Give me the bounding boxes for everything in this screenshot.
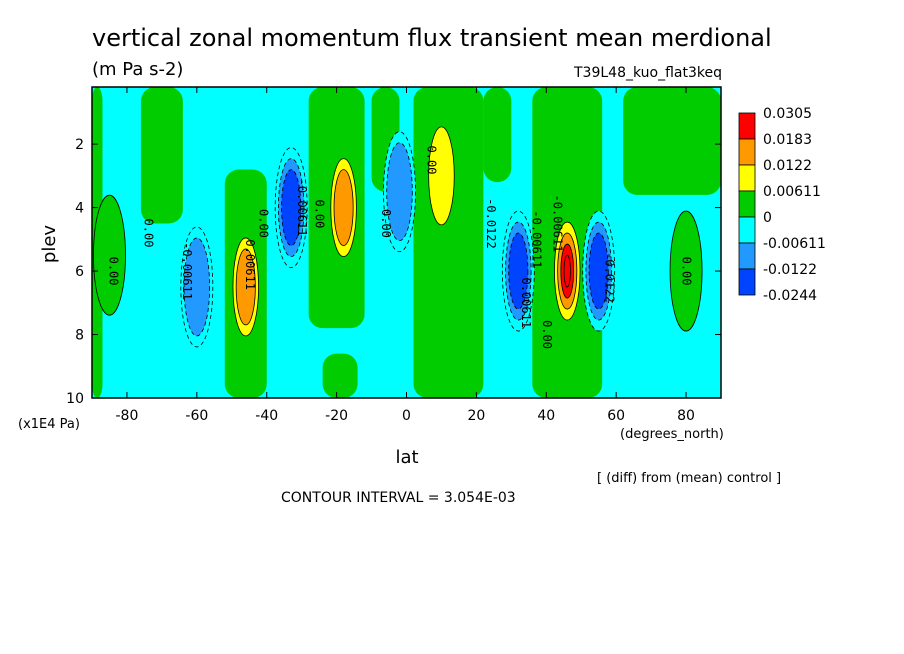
contour-label: 0.00: [106, 257, 120, 286]
colorbar-swatch: [738, 138, 756, 166]
contour-label: 0.00611: [243, 239, 257, 290]
colorbar-label: 0.00611: [763, 184, 821, 200]
y-axis-label: plev: [39, 225, 60, 264]
contour-feature-3-level-2: [281, 169, 302, 246]
contour-label: -0.00611: [180, 242, 194, 300]
colorbar-label: 0.0122: [763, 158, 812, 174]
x-tick-label: 20: [467, 408, 485, 424]
colorbar-label: 0.0305: [763, 106, 812, 122]
y-tick-label: 6: [75, 264, 84, 280]
colorbar-swatch: [738, 190, 756, 218]
contour-feature-5-level-1: [386, 142, 413, 242]
contour-label: -0.00611: [550, 195, 564, 253]
x-tick-label: -40: [255, 408, 278, 424]
colorbar-swatch: [738, 216, 756, 244]
y-tick-label: 4: [75, 201, 84, 217]
y-tick-label: 10: [66, 391, 84, 407]
contour-label: -0.0122: [484, 198, 498, 249]
chart-units: (m Pa s-2): [92, 59, 183, 80]
x-tick-label: -20: [325, 408, 348, 424]
y-tick-label: 8: [75, 328, 84, 344]
colorbar-label: -0.0244: [763, 288, 817, 304]
contour-label: 0.00: [540, 320, 554, 349]
contour-feature-6-level-1: [428, 126, 455, 226]
contour-band-8: [623, 87, 721, 195]
colorbar-swatch: [738, 112, 756, 140]
contour-feature-7-level-2: [508, 232, 529, 310]
x-axis-units: (degrees_north): [620, 427, 724, 442]
diff-note: [ (diff) from (mean) control ]: [597, 471, 781, 486]
contour-band-5: [413, 87, 484, 398]
contour-feature-8-level-4: [563, 254, 571, 288]
run-label: T39L48_kuo_flat3keq: [573, 65, 722, 81]
chart-title: vertical zonal momentum flux transient m…: [92, 24, 772, 52]
y-tick-label: 2: [75, 137, 84, 153]
contour-feature-1-level-1: [183, 237, 211, 337]
colorbar-swatch: [738, 268, 756, 296]
contour-band-9: [322, 353, 358, 398]
contour-band-1: [140, 87, 183, 224]
contour-label: 0.00: [257, 209, 271, 238]
x-tick-label: -60: [185, 408, 208, 424]
contour-label: 0.00: [141, 219, 155, 248]
x-axis-label: lat: [395, 447, 418, 468]
contour-band-6: [483, 87, 512, 183]
colorbar: 0.0305 0.0183 0.0122 0.00611 0 -0.00611 -0.012…: [738, 106, 826, 304]
x-tick-label: 80: [677, 408, 695, 424]
contour-feature-2-level-2: [235, 248, 256, 326]
colorbar-label: 0.0183: [763, 132, 812, 148]
contour-feature-10-level-0: [669, 210, 703, 332]
x-tick-label: 40: [537, 408, 555, 424]
y-axis: 2 4 6 8 10: [66, 137, 721, 407]
x-tick-label: 0: [402, 408, 411, 424]
contour-feature-9-level-2: [588, 232, 609, 310]
contour-label: 0.00611: [519, 278, 533, 329]
colorbar-swatch: [738, 164, 756, 192]
contour-label: 0.00: [424, 146, 438, 175]
contour-label: -0.0122: [603, 252, 617, 303]
colorbar-label: -0.00611: [763, 236, 826, 252]
x-axis: -80 -60 -40 -20 0 20 40 60 80: [116, 87, 695, 424]
x-tick-label: -80: [116, 408, 139, 424]
contour-label: 0.00: [313, 199, 327, 228]
contour-interval-label: CONTOUR INTERVAL = 3.054E-03: [281, 490, 516, 506]
colorbar-label: 0: [763, 210, 772, 226]
contour-label: -0.00611: [295, 179, 309, 237]
x-tick-label: 60: [607, 408, 625, 424]
contour-feature-4-level-2: [333, 169, 354, 246]
colorbar-label: -0.0122: [763, 262, 817, 278]
colorbar-swatch: [738, 242, 756, 270]
contour-label: 0.00: [680, 257, 694, 286]
contour-label: 0.00: [379, 209, 393, 238]
contour-feature-0-level-0: [93, 194, 126, 316]
y-axis-units: (x1E4 Pa): [18, 417, 80, 432]
contour-fills: [92, 87, 721, 398]
contour-label: -0.00611: [529, 210, 543, 268]
